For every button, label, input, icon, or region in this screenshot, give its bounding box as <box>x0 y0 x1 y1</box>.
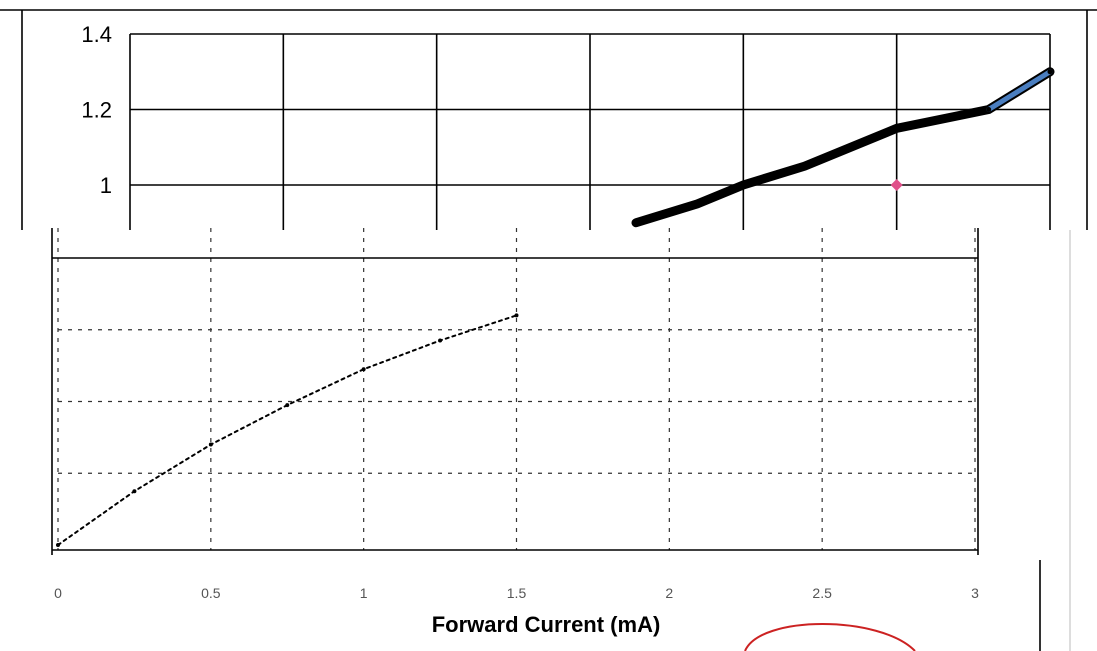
lower-data-point <box>56 543 60 547</box>
upper-data-point <box>802 163 808 169</box>
lower-plot-backdrop <box>50 230 1040 560</box>
upper-y-tick-label: 1.2 <box>81 98 112 123</box>
lower-x-tick-label: 1 <box>360 585 368 601</box>
lower-x-tick-label: 3 <box>971 585 979 601</box>
upper-y-tick-label: 1 <box>100 173 112 198</box>
lower-chart: 0 0.5 1 1.5 2 2.5 3 Forward Current (mA) <box>50 228 1040 637</box>
lower-series <box>56 313 519 547</box>
upper-marker <box>890 179 903 191</box>
upper-data-point <box>740 182 746 188</box>
lower-x-tick-label: 2.5 <box>812 585 832 601</box>
upper-data-point <box>894 125 900 131</box>
lower-data-point <box>285 403 290 408</box>
lower-x-tick-label: 2 <box>665 585 673 601</box>
upper-data-point <box>694 201 700 207</box>
lower-x-tick-labels: 0 0.5 1 1.5 2 2.5 3 <box>54 585 979 601</box>
upper-series-tail <box>986 69 1053 112</box>
upper-data-point <box>1047 69 1053 75</box>
lower-data-point <box>208 442 213 447</box>
upper-series <box>631 67 1055 228</box>
upper-data-point <box>986 107 992 112</box>
upper-y-tick-labels: 1.4 1.2 1 <box>81 22 112 198</box>
upper-data-point <box>633 220 639 226</box>
lower-x-tick-label: 0 <box>54 585 62 601</box>
x-axis-title: Forward Current (mA) <box>432 612 661 637</box>
lower-x-tick-label: 0.5 <box>201 585 221 601</box>
upper-y-tick-label: 1.4 <box>81 22 112 47</box>
lower-data-point <box>361 367 366 372</box>
lower-x-tick-label: 1.5 <box>507 585 527 601</box>
lower-data-point <box>514 313 519 318</box>
lower-gridlines <box>57 228 976 550</box>
lower-data-point <box>132 489 137 494</box>
red-ellipse-arc <box>744 623 916 651</box>
lower-data-point <box>438 338 443 343</box>
upper-chart: 1.4 1.2 1 <box>0 9 1097 230</box>
overlay-decorations <box>744 230 1071 651</box>
